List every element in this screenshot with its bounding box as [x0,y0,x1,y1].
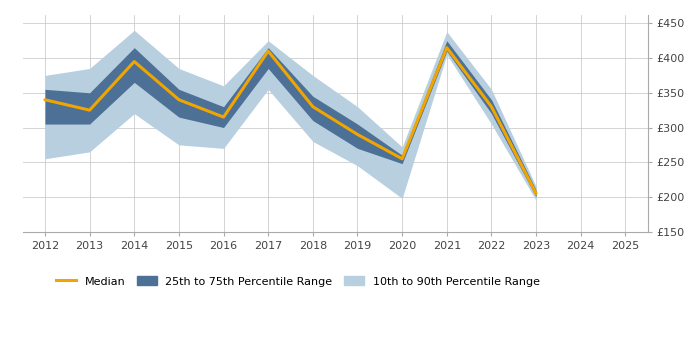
Legend: Median, 25th to 75th Percentile Range, 10th to 90th Percentile Range: Median, 25th to 75th Percentile Range, 1… [51,272,544,291]
